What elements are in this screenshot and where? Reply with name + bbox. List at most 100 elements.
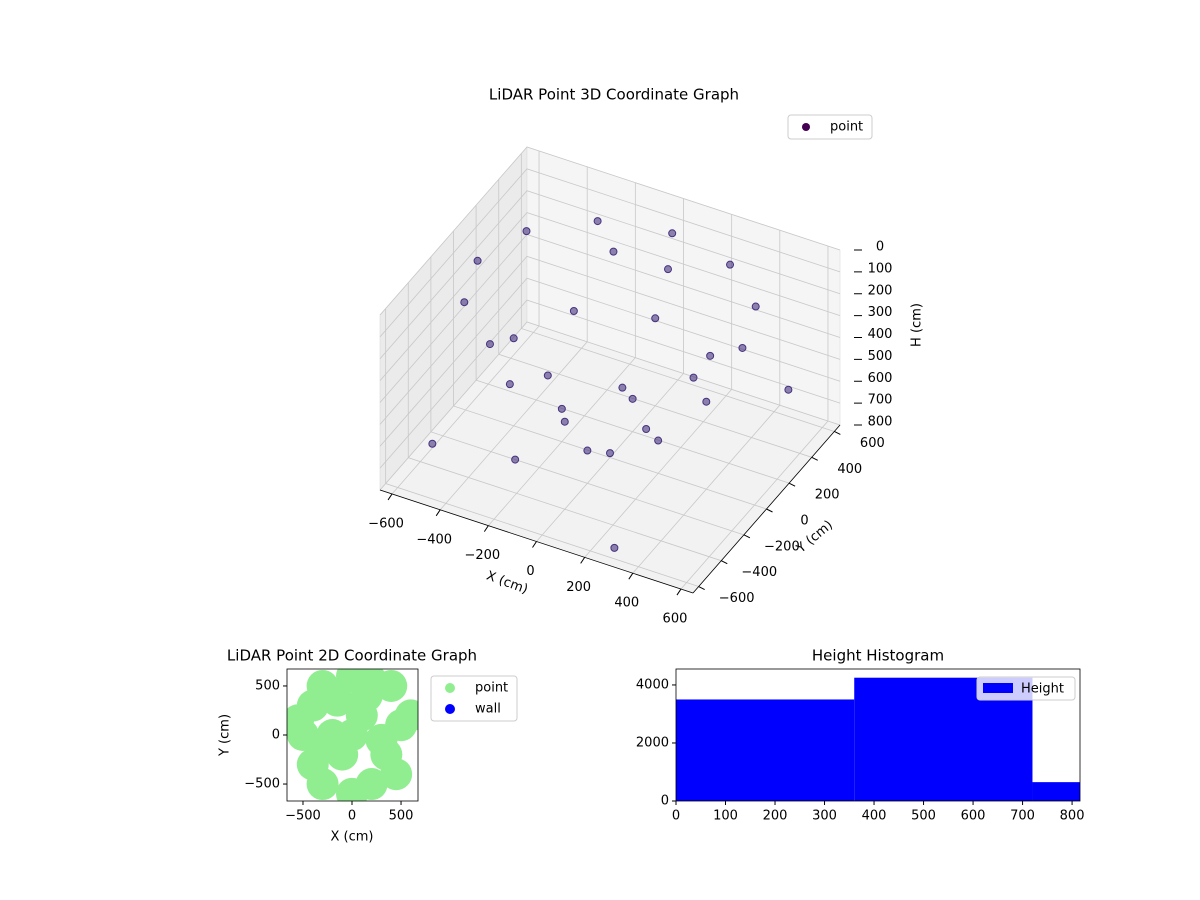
z-tick-label: 600 (868, 371, 893, 386)
y-tick (721, 560, 728, 565)
y-tick-label: 600 (860, 436, 885, 451)
x-tick-label: 700 (1010, 809, 1035, 824)
y-tick-label: 500 (255, 678, 280, 693)
point (473, 256, 482, 265)
y-tick-label: 0 (800, 514, 808, 529)
point (569, 307, 578, 316)
z-grid-line (379, 255, 841, 425)
chart-title: LiDAR Point 3D Coordinate Graph (489, 86, 739, 104)
z-tick-label: 500 (868, 349, 893, 364)
legend-label: wall (475, 702, 501, 717)
x-tick-label: 300 (812, 809, 837, 824)
x-tick-label: 100 (713, 809, 738, 824)
point (784, 385, 793, 394)
point (460, 298, 469, 307)
x-tick-label: −600 (368, 516, 404, 531)
x-tick (580, 557, 586, 564)
axis-line (692, 424, 841, 594)
z-tick-label: 400 (868, 327, 893, 342)
axis-line (379, 489, 694, 594)
z-tick-label: 300 (868, 305, 893, 320)
z-grid-line (379, 190, 841, 360)
y-tick-label: 0 (272, 728, 280, 743)
x-tick-label: 400 (614, 596, 639, 611)
z-tick-label: 800 (868, 415, 893, 430)
point (664, 265, 672, 274)
axes-frame (675, 668, 1081, 802)
point (583, 446, 592, 455)
x-tick (628, 572, 634, 580)
z-grid-line (379, 321, 841, 491)
point (321, 684, 354, 717)
point (505, 380, 514, 389)
x-tick-label: −400 (416, 532, 452, 547)
x-tick-label: 500 (911, 809, 936, 824)
y-axis-label: Y (cm) (218, 714, 233, 757)
point (485, 340, 494, 349)
legend-marker (445, 683, 455, 693)
y-tick (834, 431, 841, 435)
x-axis-label: X (cm) (331, 830, 374, 845)
bar (676, 699, 855, 801)
point (642, 424, 651, 433)
legend-patch (983, 683, 1013, 693)
x-tick (483, 525, 489, 532)
y-tick-label: 2000 (636, 735, 669, 750)
legend-box (787, 114, 873, 140)
x-axis-label: X (cm) (484, 569, 530, 598)
z-grid-line (379, 212, 841, 381)
x-tick-label: 800 (1060, 809, 1085, 824)
point (350, 679, 383, 712)
point (726, 260, 735, 269)
z-grid-line (379, 277, 841, 447)
x-tick-label: −200 (464, 548, 500, 563)
legend-label: point (830, 120, 863, 135)
point (628, 394, 637, 403)
z-tick-label: 0 (876, 240, 884, 255)
point (375, 669, 408, 702)
x-tick-label: 200 (566, 580, 591, 595)
chart-title: Height Histogram (812, 647, 944, 665)
point (654, 436, 663, 445)
point (706, 351, 715, 360)
z-grid-line (379, 168, 841, 338)
point (394, 699, 418, 732)
point (751, 302, 760, 311)
x-tick-label: 400 (862, 809, 887, 824)
point (355, 768, 388, 801)
y-tick-label: 400 (837, 462, 862, 477)
y-tick (743, 534, 751, 539)
y-tick-label: 4000 (636, 677, 669, 692)
x-tick-label: 200 (763, 809, 788, 824)
point (689, 373, 698, 382)
z-grid-line (379, 299, 841, 469)
legend-box (976, 676, 1076, 701)
point (522, 227, 531, 236)
x-tick-label: 0 (672, 809, 680, 824)
point (511, 455, 520, 464)
point (306, 768, 339, 801)
y-tick-label: −200 (764, 539, 800, 554)
legend-marker (802, 123, 810, 131)
z-tick-label: 100 (868, 261, 893, 276)
point (428, 439, 437, 448)
point (557, 404, 566, 413)
point (702, 397, 711, 406)
point (365, 723, 398, 756)
point (606, 449, 614, 458)
z-axis-label: H (cm) (910, 303, 925, 347)
point (380, 758, 413, 791)
point (311, 728, 344, 761)
y-tick-label: 0 (661, 794, 669, 809)
x-tick-label: −500 (285, 809, 321, 824)
y-tick-label: −500 (244, 777, 280, 792)
y-tick (788, 482, 796, 487)
point (509, 334, 518, 343)
x-tick (435, 509, 441, 517)
x-tick-label: 0 (348, 809, 356, 824)
x-tick-label: 500 (389, 809, 414, 824)
y-tick-label: 200 (815, 488, 840, 503)
x-tick-label: 600 (961, 809, 986, 824)
